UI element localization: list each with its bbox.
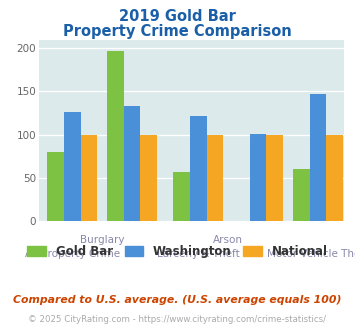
- Bar: [124, 106, 140, 221]
- Text: Larceny & Theft: Larceny & Theft: [157, 249, 240, 259]
- Bar: [174, 172, 190, 221]
- Text: Arson: Arson: [213, 235, 243, 245]
- Text: 2019 Gold Bar: 2019 Gold Bar: [119, 9, 236, 24]
- Text: Burglary: Burglary: [80, 235, 124, 245]
- Bar: [310, 94, 326, 221]
- Text: Motor Vehicle Theft: Motor Vehicle Theft: [267, 249, 355, 259]
- Bar: [81, 135, 97, 221]
- Bar: [250, 134, 266, 221]
- Bar: [190, 115, 207, 221]
- Bar: [326, 135, 343, 221]
- Text: Property Crime Comparison: Property Crime Comparison: [63, 24, 292, 39]
- Bar: [64, 112, 81, 221]
- Text: © 2025 CityRating.com - https://www.cityrating.com/crime-statistics/: © 2025 CityRating.com - https://www.city…: [28, 315, 327, 324]
- Bar: [266, 135, 283, 221]
- Text: All Property Crime: All Property Crime: [24, 249, 120, 259]
- Text: Compared to U.S. average. (U.S. average equals 100): Compared to U.S. average. (U.S. average …: [13, 295, 342, 305]
- Bar: [207, 135, 223, 221]
- Bar: [140, 135, 157, 221]
- Bar: [293, 169, 310, 221]
- Bar: [107, 51, 124, 221]
- Legend: Gold Bar, Washington, National: Gold Bar, Washington, National: [22, 241, 333, 263]
- Bar: [47, 152, 64, 221]
